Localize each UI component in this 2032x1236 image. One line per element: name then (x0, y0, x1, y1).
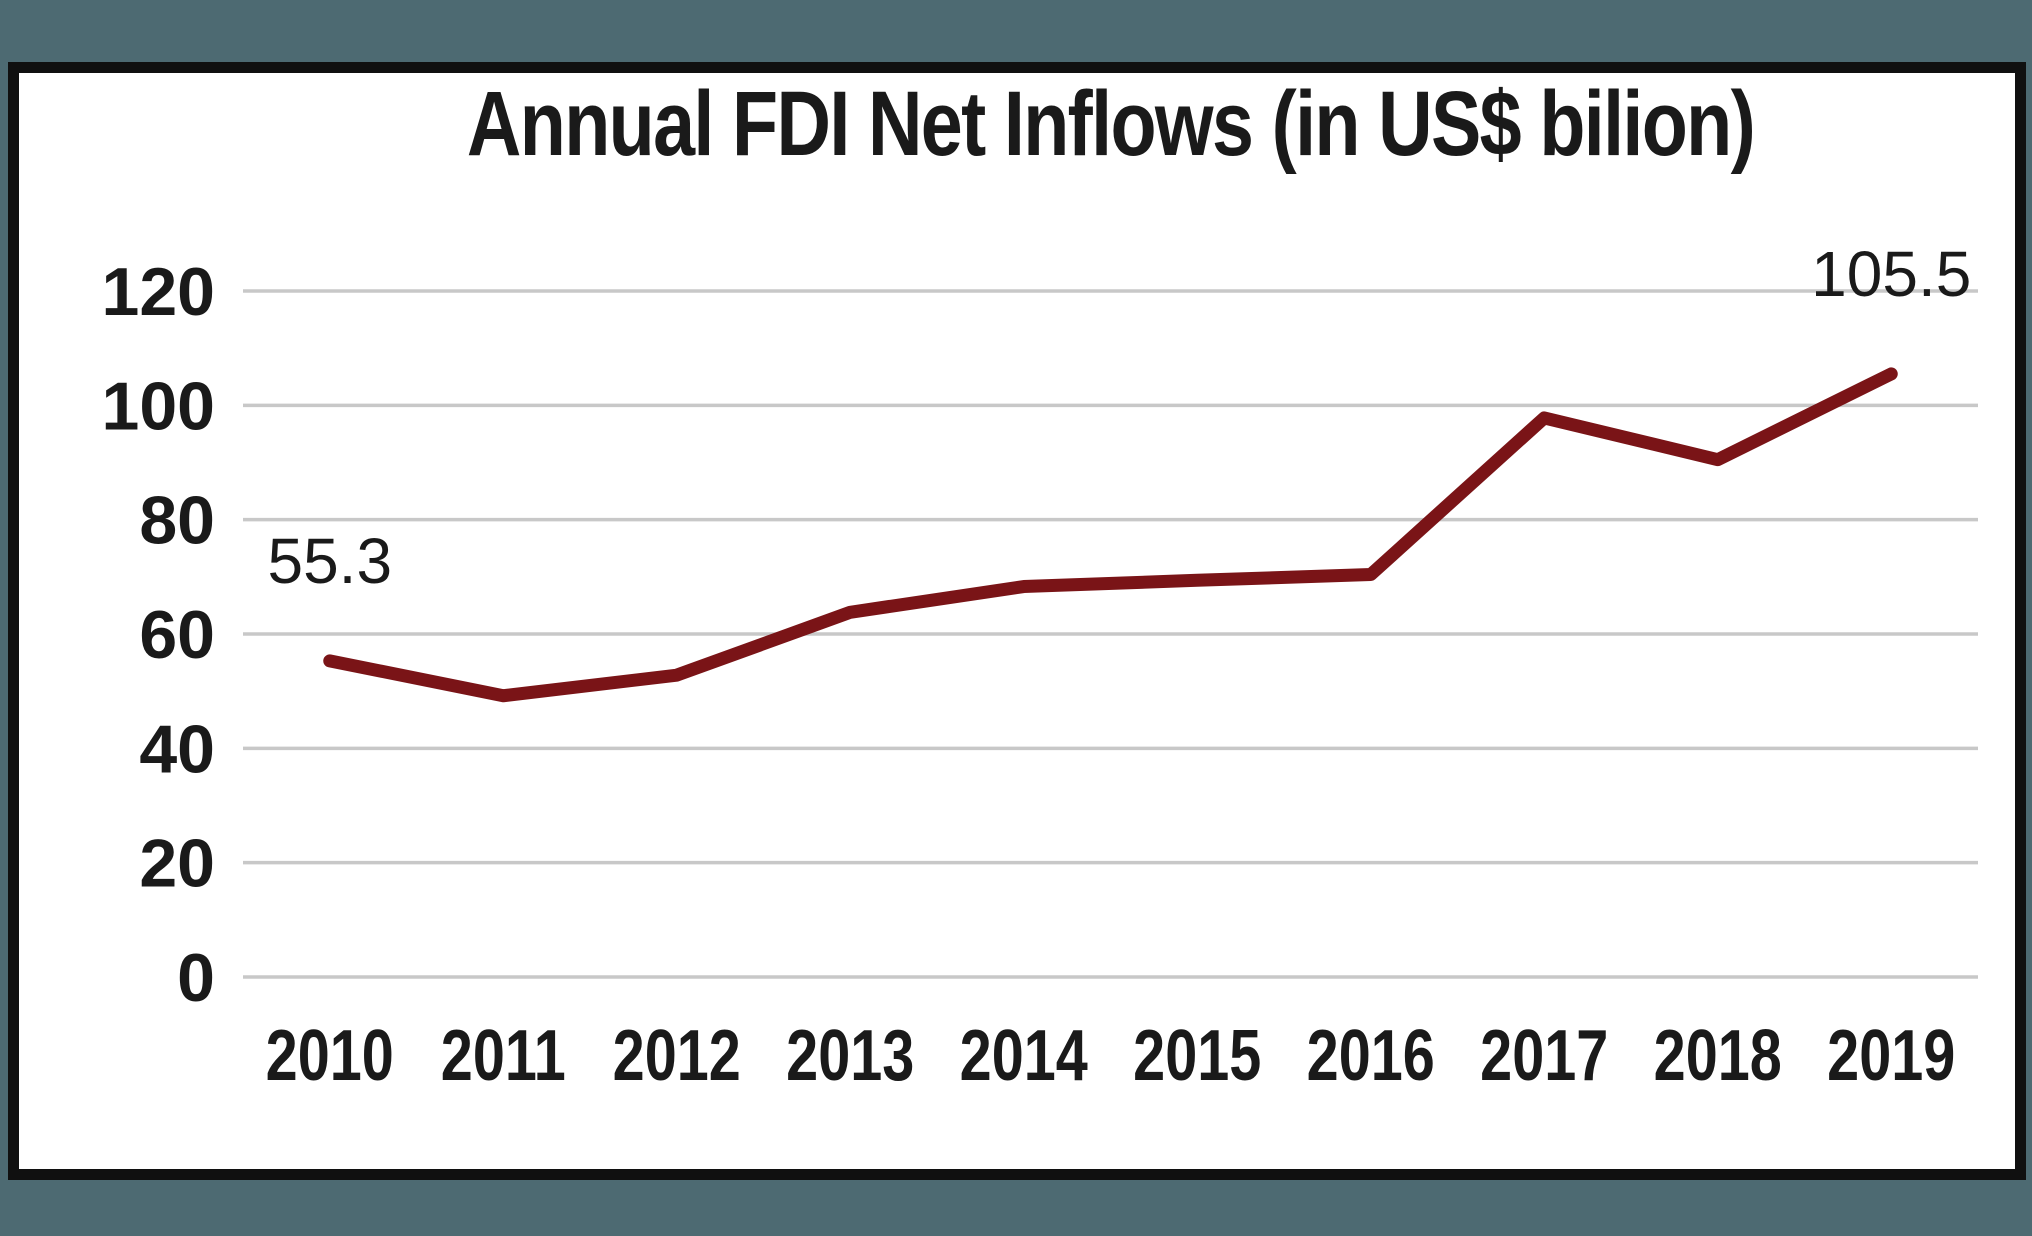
x-tick-label: 2016 (1307, 1015, 1435, 1096)
x-tick-label: 2017 (1480, 1015, 1608, 1096)
x-tick-label: 2012 (613, 1015, 741, 1096)
x-tick-label: 2013 (786, 1015, 914, 1096)
x-tick-label: 2014 (960, 1015, 1088, 1096)
y-tick-label: 40 (139, 711, 215, 787)
y-tick-label: 80 (139, 483, 215, 559)
y-tick-label: 120 (102, 254, 215, 330)
y-tick-label: 100 (102, 368, 215, 444)
chart-title: Annual FDI Net Inflows (in US$ bilion) (466, 73, 1756, 175)
x-tick-label: 2018 (1654, 1015, 1782, 1096)
data-label: 105.5 (1811, 238, 1971, 310)
x-tick-label: 2019 (1827, 1015, 1955, 1096)
chart-panel (8, 62, 2026, 1180)
x-tick-label: 2010 (266, 1015, 394, 1096)
x-tick-label: 2015 (1133, 1015, 1261, 1096)
y-tick-label: 0 (177, 940, 215, 1016)
x-tick-label: 2011 (441, 1015, 566, 1096)
y-tick-label: 20 (139, 826, 215, 902)
trend-line (323, 367, 1898, 703)
data-label: 55.3 (267, 525, 392, 597)
y-tick-label: 60 (139, 597, 215, 673)
